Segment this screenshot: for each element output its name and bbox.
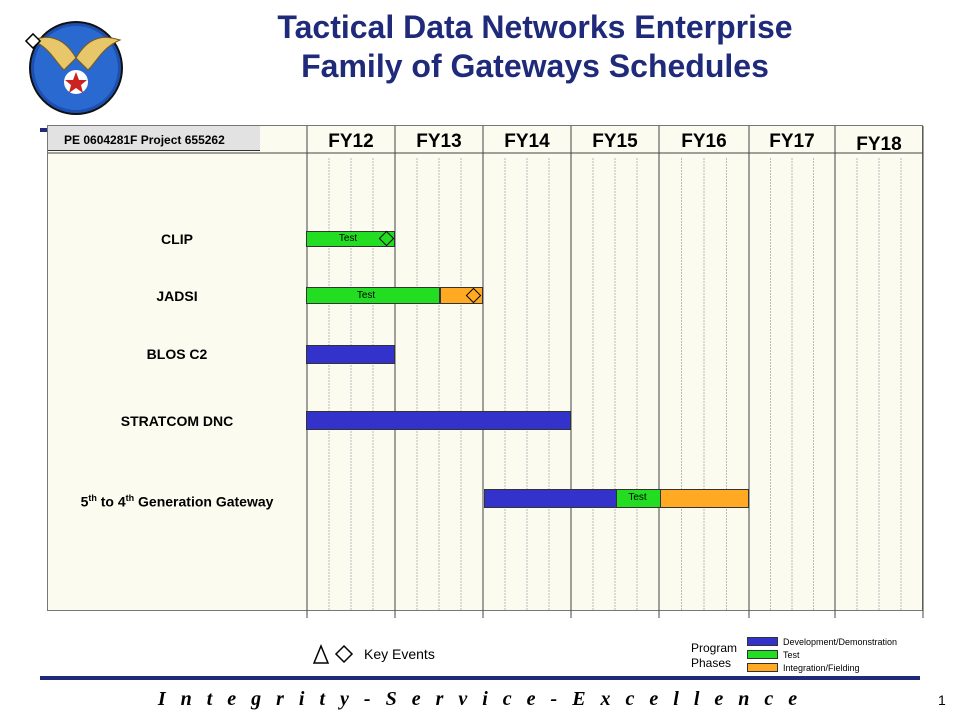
legend-swatch-integration	[747, 663, 778, 672]
jadsi-test-bar	[306, 287, 440, 304]
fy-header-fy14: FY14	[504, 131, 550, 152]
footer-rule	[40, 676, 920, 680]
title-line-2: Family of Gateways Schedules	[301, 48, 769, 84]
legend-swatch-test	[747, 650, 778, 659]
diamond-event-icon	[334, 644, 354, 664]
fy-header-fy17: FY17	[769, 131, 815, 152]
gateway-development-bar	[484, 489, 617, 508]
clip-test-bar-label: Test	[338, 233, 358, 244]
legend-text-test: Test	[783, 650, 800, 660]
row-label-jadsi: JADSI	[156, 288, 198, 304]
fy-header-fy13: FY13	[416, 131, 462, 152]
gateway-label-part-b: to 4	[96, 493, 126, 510]
legend-text-integration: Integration/Fielding	[783, 663, 860, 673]
program-phases-line-1: Program	[691, 641, 738, 655]
blos-c2-development-bar	[306, 345, 395, 364]
key-events-symbols	[312, 644, 354, 664]
footer-motto: I n t e g r i t y - S e r v i c e - E x …	[157, 688, 803, 710]
fy-header-fy16: FY16	[681, 131, 727, 152]
jadsi-test-bar-label: Test	[356, 290, 376, 301]
accent-tab	[40, 128, 48, 132]
schedule-chart-panel	[47, 125, 923, 611]
row-label-blos-c2: BLOS C2	[146, 346, 208, 362]
row-label-gateway: 5th to 4th Generation Gateway	[48, 493, 306, 510]
row-label-stratcom-dnc: STRATCOM DNC	[120, 413, 234, 429]
gateway-label-part-c: Generation Gateway	[134, 493, 274, 510]
stratcom-dnc-development-bar	[306, 411, 571, 430]
legend-swatch-development	[747, 637, 778, 646]
program-phases-line-2: Phases	[691, 656, 732, 670]
gateway-label-sup-b: th	[125, 493, 135, 503]
fy-header-fy18: FY18	[856, 134, 902, 155]
gateway-label-sup-a: th	[88, 493, 97, 503]
title-line-1: Tactical Data Networks Enterprise	[277, 9, 793, 45]
program-element-label: PE 0604281F Project 655262	[48, 126, 260, 151]
air-force-seal-logo	[24, 21, 123, 115]
key-events-label: Key Events	[364, 646, 435, 662]
gateway-label-part-a: 5	[80, 493, 89, 510]
legend-text-development: Development/Demonstration	[783, 637, 898, 647]
gateway-test-bar-label: Test	[628, 492, 647, 503]
page-number: 1	[938, 692, 946, 708]
fy-header-fy12: FY12	[328, 131, 374, 152]
fy-header-fy15: FY15	[592, 131, 638, 152]
clip-test-bar	[306, 231, 395, 247]
program-phases-label: Program Phases	[691, 641, 737, 671]
jadsi-integration-bar	[440, 287, 483, 304]
triangle-event-icon	[312, 644, 330, 664]
gateway-integration-bar	[660, 489, 749, 508]
row-label-clip: CLIP	[161, 231, 193, 247]
slide-title: Tactical Data Networks Enterprise Family…	[140, 8, 930, 86]
